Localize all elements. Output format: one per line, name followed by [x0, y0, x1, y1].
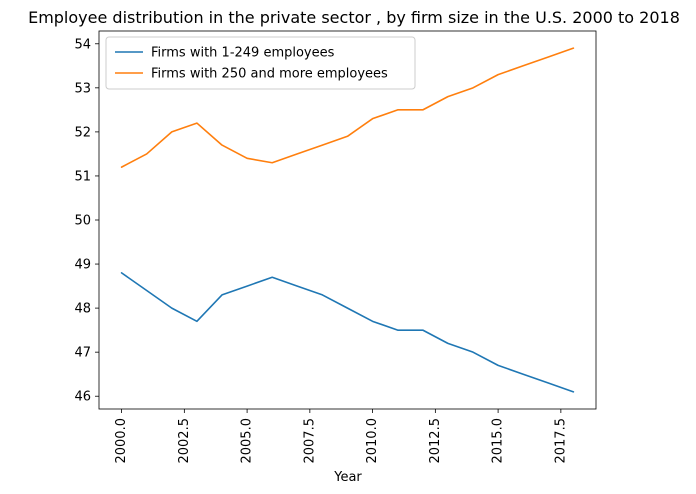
y-tick-label: 52: [74, 125, 91, 140]
y-tick-label: 47: [74, 346, 91, 361]
legend-box: [105, 36, 416, 90]
series-line-2: [120, 47, 575, 168]
x-tick-label: 2002.5: [177, 418, 192, 464]
x-tick-label: 2000.0: [114, 418, 129, 464]
y-tick-label: 46: [74, 390, 91, 405]
y-tick-label: 53: [74, 81, 91, 96]
chart-title: Employee distribution in the private sec…: [28, 8, 680, 27]
y-tick-label: 51: [74, 169, 91, 184]
x-tick-label: 2005.0: [240, 418, 255, 464]
x-tick-label: 2012.5: [428, 418, 443, 464]
x-tick-label: 2017.5: [553, 418, 568, 464]
x-tick-label: 2007.5: [302, 418, 317, 464]
y-tick-label: 49: [74, 258, 91, 273]
x-tick-label: 2015.0: [491, 418, 506, 464]
legend: Firms with 1-249 employees Firms with 250…: [105, 36, 416, 90]
legend-entry: Firms with 1-249 employees: [151, 46, 335, 61]
y-tick-label: 50: [74, 214, 91, 229]
y-tick-label: 48: [74, 302, 91, 317]
y-tick-label: 54: [74, 37, 91, 52]
x-axis-label: Year: [333, 470, 362, 485]
legend-entry: Firms with 250 and more employees: [151, 67, 388, 82]
plot-area: 46 47 48 49 50 51 52 53 54 2000.0 2002.5 2005.0 2007…: [74, 30, 597, 464]
x-tick-label: 2010.0: [365, 418, 380, 464]
series-line-1: [120, 272, 575, 393]
